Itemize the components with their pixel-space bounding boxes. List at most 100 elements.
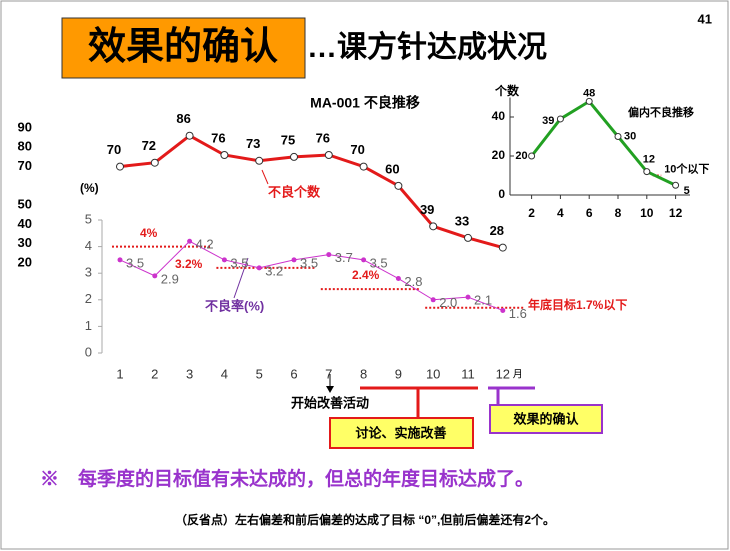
target-label: 年底目标1.7%以下 xyxy=(528,297,627,312)
target-label: 3.2% xyxy=(175,257,203,271)
x-tick-label: 4 xyxy=(557,206,564,220)
bracket xyxy=(360,386,478,418)
slide-subtitle: …课方针达成状况 xyxy=(307,30,547,64)
data-label: 5 xyxy=(684,185,690,197)
marker xyxy=(643,168,651,176)
marker xyxy=(291,257,297,263)
x-tick-label: 7 xyxy=(325,366,332,381)
chart-title: MA-001 不良推移 xyxy=(310,95,420,111)
y2-tick-label: 4 xyxy=(85,238,92,253)
slide-title: 效果的确认 xyxy=(88,26,278,68)
x-tick-label: 8 xyxy=(360,366,367,381)
marker xyxy=(326,252,332,258)
title-box xyxy=(61,17,306,79)
x-unit: 月 xyxy=(513,369,523,381)
x-tick-label: 5 xyxy=(256,366,263,381)
data-label: 3.2 xyxy=(265,263,283,278)
marker xyxy=(117,257,123,263)
y2-axis-label: (%) xyxy=(80,181,99,195)
y2-tick-label: 3 xyxy=(85,265,92,280)
data-label: 2.9 xyxy=(161,271,179,286)
x-tick-label: 9 xyxy=(395,366,402,381)
marker xyxy=(394,181,403,190)
y-tick-label: 40 xyxy=(492,109,506,123)
marker xyxy=(585,97,593,105)
y2-tick-label: 2 xyxy=(85,291,92,306)
data-label: 72 xyxy=(142,138,156,153)
marker xyxy=(150,158,159,167)
data-label: 3.5 xyxy=(126,255,144,270)
data-label: 75 xyxy=(281,132,295,147)
marker xyxy=(220,151,229,159)
marker xyxy=(255,156,264,165)
data-label: 2.8 xyxy=(404,274,422,289)
data-label: 39 xyxy=(420,202,434,217)
x-tick-label: 12 xyxy=(496,366,510,381)
marker xyxy=(359,162,368,171)
x-tick-label: 8 xyxy=(615,206,622,220)
data-label: 3.5 xyxy=(370,255,388,270)
target-label: 10个以下 xyxy=(664,161,709,175)
phase-box xyxy=(489,404,603,434)
series-line xyxy=(119,133,504,250)
marker xyxy=(465,294,471,300)
marker xyxy=(528,152,536,160)
data-label: 3.7 xyxy=(335,250,353,265)
data-label: 70 xyxy=(350,142,364,157)
data-label: 76 xyxy=(211,130,225,145)
data-label: 60 xyxy=(385,161,399,176)
annotation: 效果的确认 xyxy=(513,411,579,426)
marker xyxy=(256,265,262,271)
x-tick-label: 2 xyxy=(151,366,158,381)
y2-tick-label: 1 xyxy=(85,318,92,333)
x-tick-label: 6 xyxy=(290,366,297,381)
data-label: 2.0 xyxy=(439,295,457,310)
data-label: 1.6 xyxy=(509,306,527,321)
y-tick-label: 40 xyxy=(18,216,32,231)
note: （反省点）左右偏差和前后偏差的达成了目标 “0”,但前后偏差还有2个。 xyxy=(175,512,555,527)
marker xyxy=(361,257,367,263)
data-label: 3.5 xyxy=(230,255,248,270)
data-label: 48 xyxy=(583,87,595,99)
target-label: 2.4% xyxy=(352,268,380,282)
series-label: 不良个数 xyxy=(268,184,321,199)
y2-tick-label: 0 xyxy=(85,344,92,359)
marker xyxy=(464,233,472,242)
marker xyxy=(116,162,124,171)
data-label: 3.5 xyxy=(300,255,318,270)
x-tick-label: 1 xyxy=(116,366,123,381)
marker xyxy=(324,151,333,159)
x-tick-label: 3 xyxy=(186,366,193,381)
chart-title: 偏内不良推移 xyxy=(628,105,694,119)
data-label: 4.2 xyxy=(196,237,214,252)
marker xyxy=(429,222,438,231)
marker xyxy=(614,133,622,140)
phase-box xyxy=(329,417,474,449)
series-line xyxy=(119,240,503,311)
series-line xyxy=(530,99,677,187)
y-tick-label: 50 xyxy=(18,197,32,212)
data-label: 33 xyxy=(455,213,469,228)
marker xyxy=(395,276,401,282)
page-number: 41 xyxy=(698,11,712,26)
target-label: 4% xyxy=(140,226,158,240)
data-label: 70 xyxy=(107,142,121,157)
x-tick-label: 11 xyxy=(461,366,475,381)
data-label: 39 xyxy=(542,115,554,127)
y-axis-label: 个数 xyxy=(494,83,520,98)
marker xyxy=(187,238,193,244)
annotation: 讨论、实施改善 xyxy=(355,425,446,440)
y-tick-label: 80 xyxy=(18,139,32,154)
arrow-head xyxy=(326,386,334,393)
marker xyxy=(185,131,194,140)
y-tick-label: 20 xyxy=(18,254,32,269)
x-tick-label: 10 xyxy=(426,366,440,381)
marker xyxy=(221,257,227,263)
data-label: 73 xyxy=(246,136,260,151)
marker xyxy=(500,307,506,313)
data-label: 20 xyxy=(515,150,527,162)
conclusion: ※ 每季度的目标值有未达成的，但总的年度目标达成了。 xyxy=(40,467,534,490)
data-label: 30 xyxy=(624,130,636,142)
